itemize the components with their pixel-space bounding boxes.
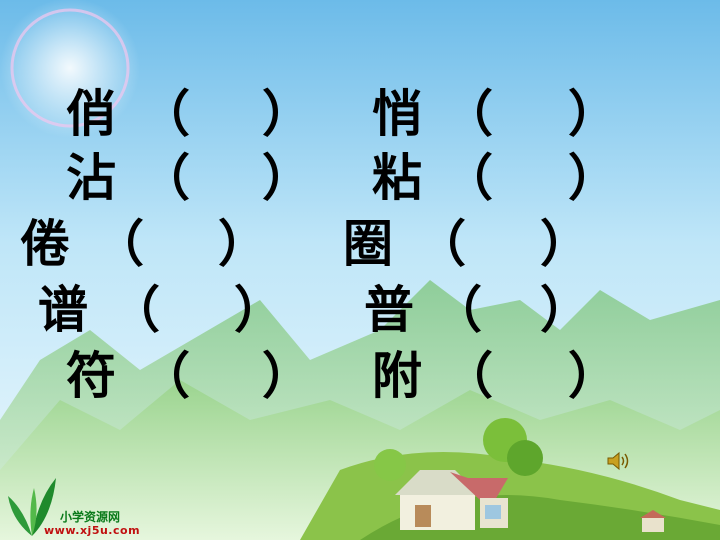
- character-right: 附: [372, 347, 422, 405]
- character-left: 沾: [66, 149, 116, 207]
- speaker-icon[interactable]: [606, 450, 632, 472]
- open-paren-right: （: [432, 281, 482, 339]
- logo-url[interactable]: www.xj5u.com: [44, 524, 141, 537]
- open-paren-right: （: [443, 347, 493, 405]
- open-paren-left: （: [140, 347, 190, 405]
- close-paren-right: ）: [568, 85, 618, 143]
- logo-site-name: 小学资源网: [60, 510, 121, 524]
- open-paren-right: （: [443, 149, 493, 207]
- leaf-logo-icon: [8, 478, 56, 536]
- word-row: 谱 （ ） 普 （ ）: [0, 280, 720, 340]
- character-right: 普: [364, 281, 414, 339]
- character-left: 谱: [38, 281, 88, 339]
- word-row: 倦 （ ） 圈 （ ）: [0, 214, 720, 274]
- word-row: 俏 （ ） 悄 （ ）: [0, 84, 720, 144]
- character-left: 符: [66, 347, 116, 405]
- close-paren-left: ）: [262, 85, 312, 143]
- close-paren-right: ）: [568, 149, 618, 207]
- site-logo[interactable]: 小学资源网 www.xj5u.com: [2, 470, 152, 540]
- character-right: 圈: [343, 215, 393, 273]
- close-paren-left: ）: [234, 281, 284, 339]
- close-paren-left: ）: [262, 149, 312, 207]
- character-right: 粘: [372, 149, 422, 207]
- character-left: 俏: [66, 85, 116, 143]
- word-row: 符 （ ） 附 （ ）: [0, 346, 720, 406]
- close-paren-right: ）: [540, 281, 590, 339]
- close-paren-left: ）: [218, 215, 268, 273]
- character-left: 倦: [20, 215, 70, 273]
- open-paren-left: （: [110, 281, 160, 339]
- close-paren-left: ）: [262, 347, 312, 405]
- character-right: 悄: [372, 85, 422, 143]
- open-paren-left: （: [140, 149, 190, 207]
- open-paren-right: （: [416, 215, 466, 273]
- close-paren-right: ）: [540, 215, 590, 273]
- close-paren-right: ）: [568, 347, 618, 405]
- word-row: 沾 （ ） 粘 （ ）: [0, 148, 720, 208]
- open-paren-left: （: [140, 85, 190, 143]
- open-paren-left: （: [94, 215, 144, 273]
- open-paren-right: （: [443, 85, 493, 143]
